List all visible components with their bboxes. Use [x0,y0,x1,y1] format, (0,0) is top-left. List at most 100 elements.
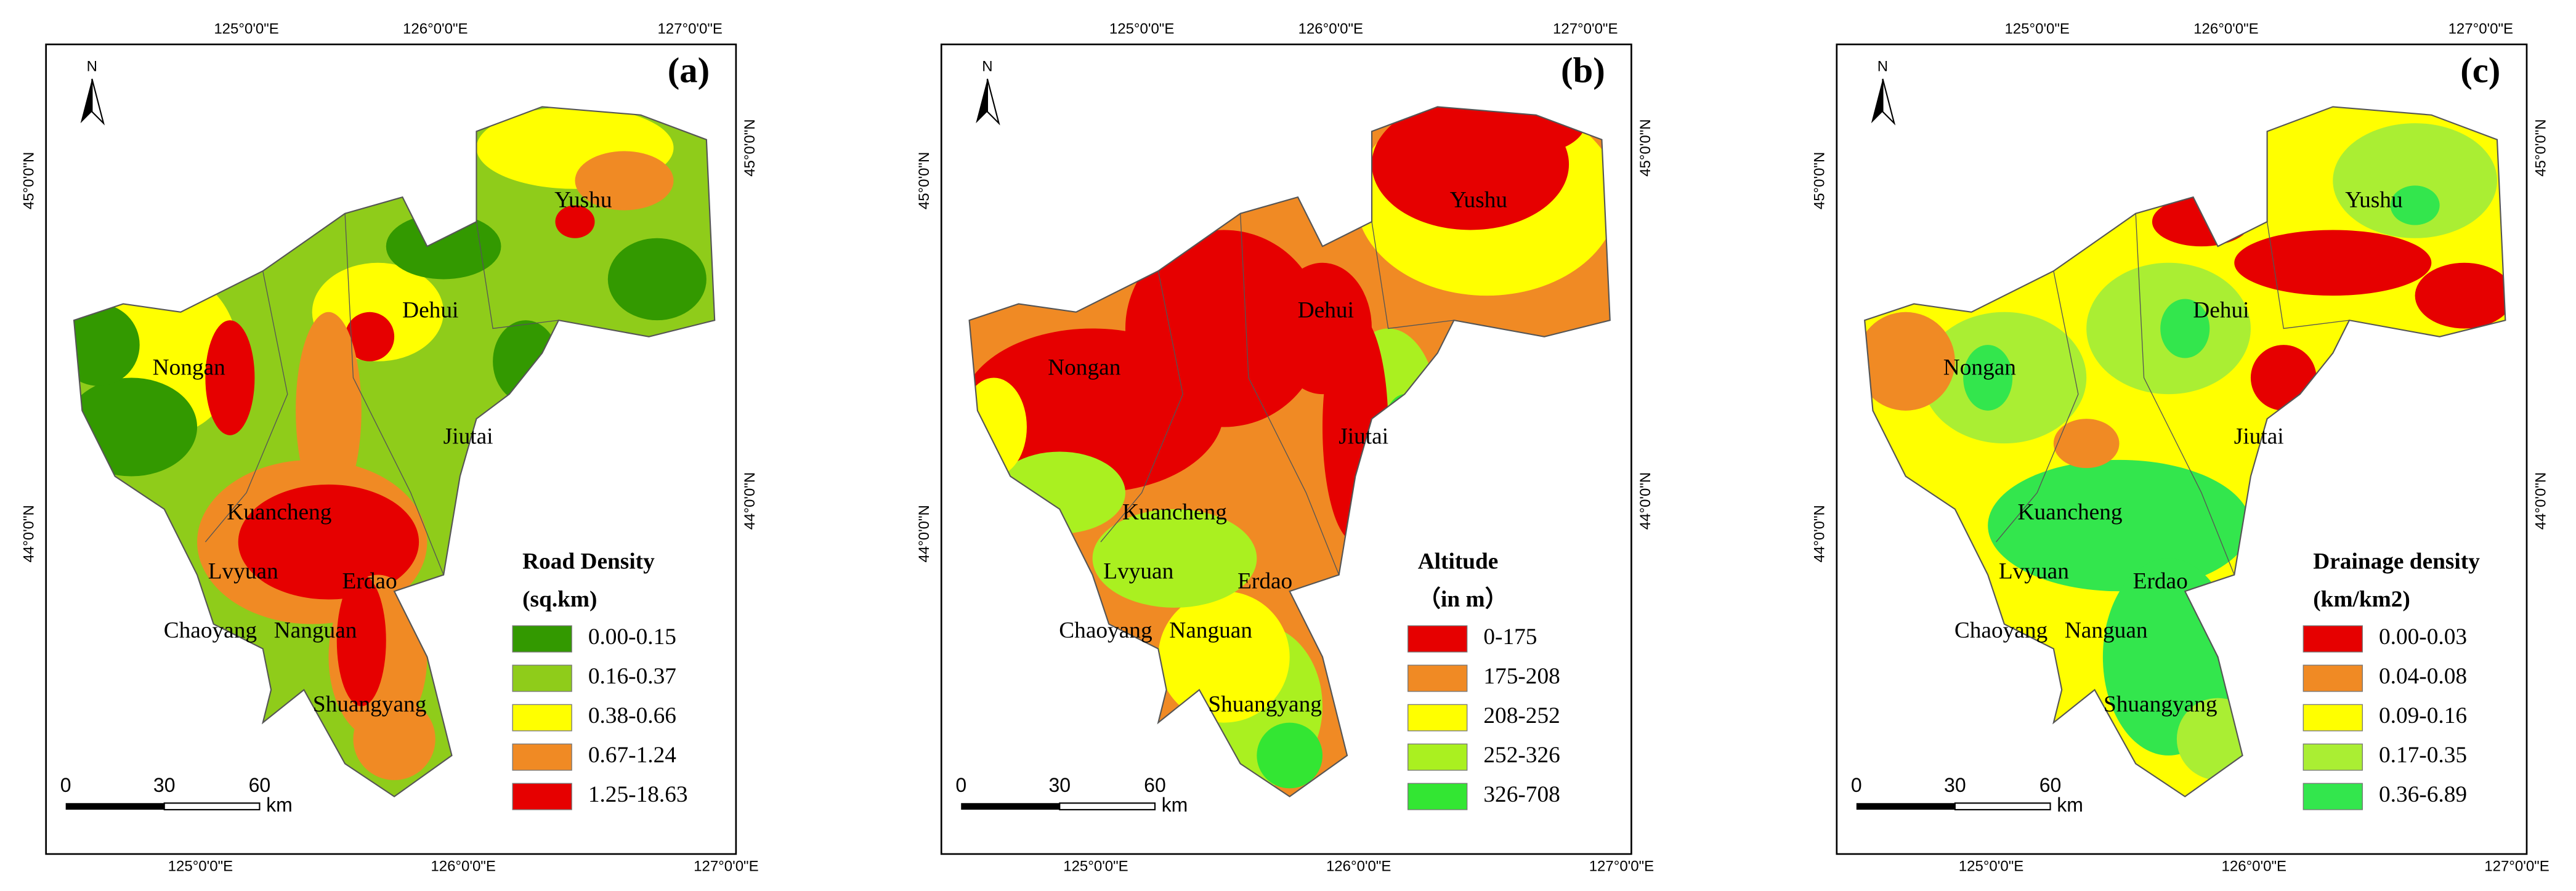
map-zone [1092,509,1257,608]
legend-swatch [1407,664,1468,692]
place-name: Dehui [2193,297,2249,323]
coord-label: 45°0'0"N [1637,119,1654,176]
coord-label: 127°0'0"E [657,20,722,37]
region-map [969,107,1610,797]
legend-subtitle: (sq.km) [522,587,597,612]
place-name: Nongan [1048,355,1121,381]
coord-label: 126°0'0"E [2222,858,2286,875]
map-zone [74,304,140,386]
scale-tick: 30 [1048,774,1071,796]
place-name: Yushu [1450,188,1508,213]
place-name: Nongan [153,355,226,381]
coord-label: 45°0'0"N [1811,152,1828,209]
map-zone [205,320,255,435]
coord-label: 44°0'0"N [1811,505,1828,562]
legend-swatch [1407,625,1468,653]
legend-swatch [512,783,572,810]
district-boundary [344,213,444,575]
legend-swatch [2303,704,2363,732]
map-zone [969,377,1027,477]
coord-label: 126°0'0"E [1326,858,1391,875]
scale-tick: 30 [153,774,176,796]
legend-swatch [2303,625,2363,653]
legend-label: 0.16-0.37 [588,664,676,689]
legend-swatch [2303,664,2363,692]
north-label: N [1877,58,1888,75]
place-name: Erdao [342,568,397,594]
place-name: Jiutai [444,424,493,450]
legend-subtitle: (km/km2) [2313,587,2410,612]
map-panel: 125°0'0"E 125°0'0"E 126°0'0"E 126°0'0"E 127°… [916,20,1654,874]
map-zone [2053,419,2120,469]
scale-tick: 60 [1144,774,1166,796]
place-name: Lvyuan [1999,558,2069,584]
place-name: Shuangyang [1208,691,1322,717]
coord-label: 127°0'0"E [1553,20,1618,37]
place-name: Kuancheng [227,499,331,525]
district-boundary [2135,213,2235,575]
place-name: Chaoyang [1059,618,1152,643]
coord-label: 125°0'0"E [214,20,278,37]
map-zone [2250,345,2317,411]
place-name: Lvyuan [208,558,278,584]
map-zone [493,320,559,403]
map-zone [2234,230,2432,296]
map-zone [345,312,395,361]
map-zone [74,377,198,477]
panel-label: (b) [1561,50,1605,91]
coord-label: 45°0'0"N [2532,119,2549,176]
map-panel: 125°0'0"E 125°0'0"E 126°0'0"E 126°0'0"E 127°… [20,20,758,874]
coord-label: 44°0'0"N [20,505,37,562]
legend-swatch [1407,704,1468,732]
district-boundary [476,222,559,329]
legend-label: 252-326 [1483,743,1560,768]
north-arrow [1871,79,1883,124]
coord-label: 44°0'0"N [2532,472,2549,530]
place-name: Erdao [2133,568,2188,594]
place-name: Yushu [554,188,612,213]
map-zone [2390,185,2440,225]
map-zone [336,575,386,706]
legend-label: 0.36-6.89 [2379,782,2467,807]
district-boundary [1239,213,1340,575]
scale-unit: km [266,794,293,816]
place-name: Yushu [2345,188,2403,213]
coord-label: 45°0'0"N [20,152,37,209]
legend-swatch [512,625,572,653]
district-boundary [1371,222,1454,329]
panel-label: (a) [668,50,710,91]
coord-label: 126°0'0"E [1298,20,1363,37]
coord-label: 126°0'0"E [403,20,468,37]
legend-label: 1.25-18.63 [588,782,688,807]
scale-tick: 0 [1851,774,1862,796]
scale-bar [65,803,164,810]
legend-swatch [512,704,572,732]
region-outline [73,106,716,797]
legend-label: 208-252 [1483,703,1560,728]
panel-label: (c) [2460,50,2500,91]
scale-tick: 60 [249,774,271,796]
region-map [74,107,715,797]
map-zone [1257,722,1323,789]
place-name: Nongan [1943,355,2017,381]
scale-bar [1856,803,1955,810]
coord-label: 44°0'0"N [742,472,758,530]
legend-title: Road Density [522,549,655,574]
place-name: Lvyuan [1103,558,1173,584]
coord-label: 127°0'0"E [694,858,758,875]
map-zone [969,328,1224,493]
legend-swatch [512,743,572,771]
scale-tick: 60 [2039,774,2062,796]
north-label: N [982,58,992,75]
place-name: Erdao [1237,568,1292,594]
scale-tick: 30 [1944,774,1966,796]
north-arrow [1882,78,1896,126]
coord-label: 125°0'0"E [1109,20,1174,37]
legend-subtitle: （in m） [1418,586,1508,612]
legend-label: 0.04-0.08 [2379,664,2467,689]
place-name: Jiutai [1339,424,1388,450]
north-label: N [87,58,97,75]
coord-label: 44°0'0"N [1637,472,1654,530]
coord-label: 125°0'0"E [1063,858,1128,875]
